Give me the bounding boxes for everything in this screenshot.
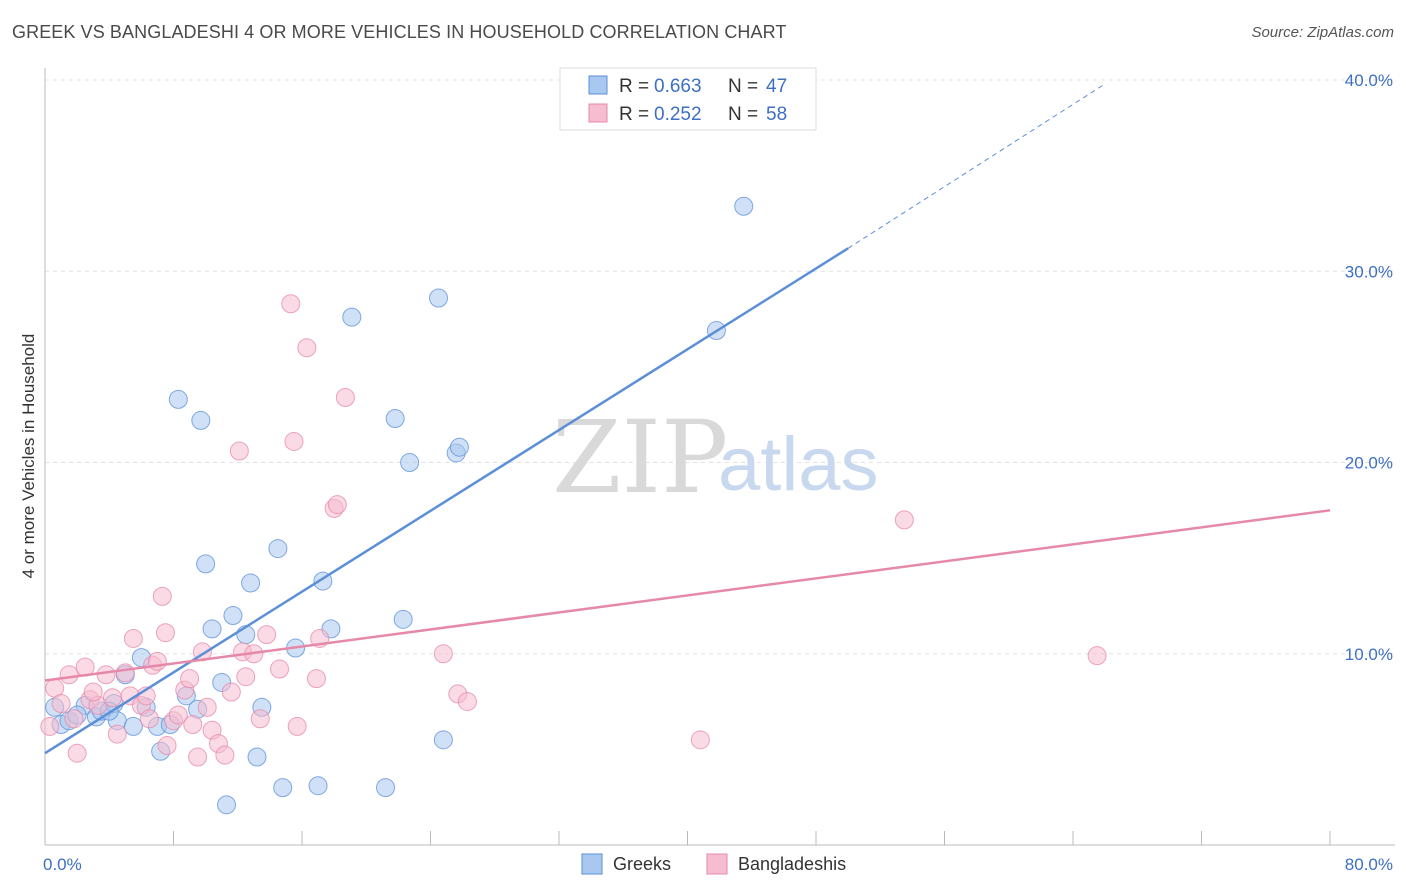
data-point-bangladeshis (327, 495, 347, 515)
data-point-bangladeshis (155, 623, 175, 643)
trend-line-greeks-extension (847, 83, 1106, 249)
data-point-bangladeshis (257, 625, 277, 645)
data-point-greeks (342, 307, 362, 327)
data-point-bangladeshis (188, 747, 208, 767)
data-point-bangladeshis (281, 294, 301, 314)
data-point-bangladeshis (102, 688, 122, 708)
data-point-greeks (247, 747, 267, 767)
data-point-bangladeshis (287, 716, 307, 736)
chart-source: Source: ZipAtlas.com (1251, 24, 1394, 41)
data-point-bangladeshis (284, 431, 304, 451)
data-point-greeks (734, 196, 754, 216)
trend-line-greeks (44, 247, 849, 755)
bottom-legend-label-greeks: Greeks (613, 854, 671, 874)
data-point-bangladeshis (894, 510, 914, 530)
legend-n-label: N = (728, 76, 758, 97)
data-point-bangladeshis (67, 743, 87, 763)
data-point-bangladeshis (157, 736, 177, 756)
data-point-bangladeshis (59, 665, 79, 685)
legend-r-label: R = (619, 104, 649, 125)
data-point-bangladeshis (83, 682, 103, 702)
data-point-greeks (268, 539, 288, 559)
data-point-bangladeshis (180, 669, 200, 689)
data-point-bangladeshis (236, 667, 256, 687)
data-point-bangladeshis (306, 669, 326, 689)
legend-swatch-greeks (588, 75, 608, 95)
y-tick-labels: 10.0% 20.0% 30.0% 40.0% (1345, 71, 1393, 664)
data-point-bangladeshis (152, 586, 172, 606)
data-point-bangladeshis (183, 715, 203, 735)
data-point-greeks (273, 778, 293, 798)
data-point-bangladeshis (197, 697, 217, 717)
legend-n-label: N = (728, 104, 758, 125)
watermark-atlas: atlas (718, 422, 879, 507)
y-axis-title: 4 or more Vehicles in Household (19, 334, 38, 579)
data-point-bangladeshis (40, 716, 60, 736)
trend-lines (44, 83, 1331, 755)
data-point-bangladeshis (139, 709, 159, 729)
data-point-bangladeshis (433, 644, 453, 664)
x-tick-labels: 0.0% 80.0% (43, 855, 1393, 874)
data-point-bangladeshis (457, 692, 477, 712)
watermark-zip: ZIP (552, 399, 728, 516)
axes (44, 68, 1395, 846)
y-tick-label: 20.0% (1345, 454, 1393, 473)
data-point-greeks (196, 554, 216, 574)
data-points (40, 196, 1107, 815)
data-point-greeks (168, 389, 188, 409)
legend-r-value-bangladeshis: 0.252 (654, 104, 702, 125)
x-tick-label-max: 80.0% (1345, 855, 1393, 874)
data-point-greeks (191, 410, 211, 430)
gridlines (45, 79, 1395, 655)
data-point-greeks (202, 619, 222, 639)
data-point-bangladeshis (96, 665, 116, 685)
legend-swatch-bangladeshis (588, 103, 608, 123)
x-tick-label-min: 0.0% (43, 855, 82, 874)
bottom-legend-swatch-greeks (581, 853, 603, 875)
data-point-bangladeshis (250, 709, 270, 729)
data-point-bangladeshis (168, 705, 188, 725)
legend: R = 0.663 N = 47 R = 0.252 N = 58 (559, 67, 817, 131)
data-point-bangladeshis (229, 441, 249, 461)
data-point-greeks (400, 453, 420, 472)
data-point-bangladeshis (1087, 646, 1107, 666)
legend-r-label: R = (619, 76, 649, 97)
y-tick-label: 40.0% (1345, 71, 1393, 90)
bottom-legend-swatch-bangladeshis (706, 853, 728, 875)
data-point-bangladeshis (270, 659, 290, 679)
data-point-greeks (223, 606, 243, 625)
data-point-greeks (376, 778, 396, 798)
data-point-bangladeshis (335, 387, 355, 407)
bottom-legend: Greeks Bangladeshis (581, 853, 846, 875)
data-point-bangladeshis (297, 338, 317, 358)
data-point-bangladeshis (107, 724, 127, 744)
data-point-greeks (241, 573, 261, 593)
trend-line-bangladeshis (44, 509, 1331, 682)
y-tick-label: 10.0% (1345, 645, 1393, 664)
data-point-bangladeshis (115, 663, 135, 683)
data-point-bangladeshis (690, 730, 710, 750)
data-point-greeks (308, 776, 328, 796)
data-point-greeks (385, 409, 405, 429)
data-point-greeks (429, 288, 449, 308)
legend-r-value-greeks: 0.663 (654, 76, 702, 97)
data-point-bangladeshis (215, 745, 235, 765)
data-point-greeks (123, 716, 143, 736)
data-point-bangladeshis (221, 682, 241, 702)
chart-title: GREEK VS BANGLADESHI 4 OR MORE VEHICLES … (12, 22, 787, 42)
data-point-bangladeshis (64, 709, 84, 729)
data-point-greeks (217, 795, 237, 815)
data-point-bangladeshis (51, 693, 71, 713)
y-tick-label: 30.0% (1345, 262, 1393, 281)
legend-n-value-bangladeshis: 58 (766, 104, 787, 125)
legend-n-value-greeks: 47 (766, 76, 787, 97)
data-point-bangladeshis (123, 628, 143, 648)
watermark: ZIP atlas (552, 399, 879, 516)
data-point-greeks (433, 730, 453, 750)
bottom-legend-label-bangladeshis: Bangladeshis (738, 854, 846, 874)
data-point-greeks (393, 609, 413, 629)
data-point-greeks (449, 437, 469, 457)
